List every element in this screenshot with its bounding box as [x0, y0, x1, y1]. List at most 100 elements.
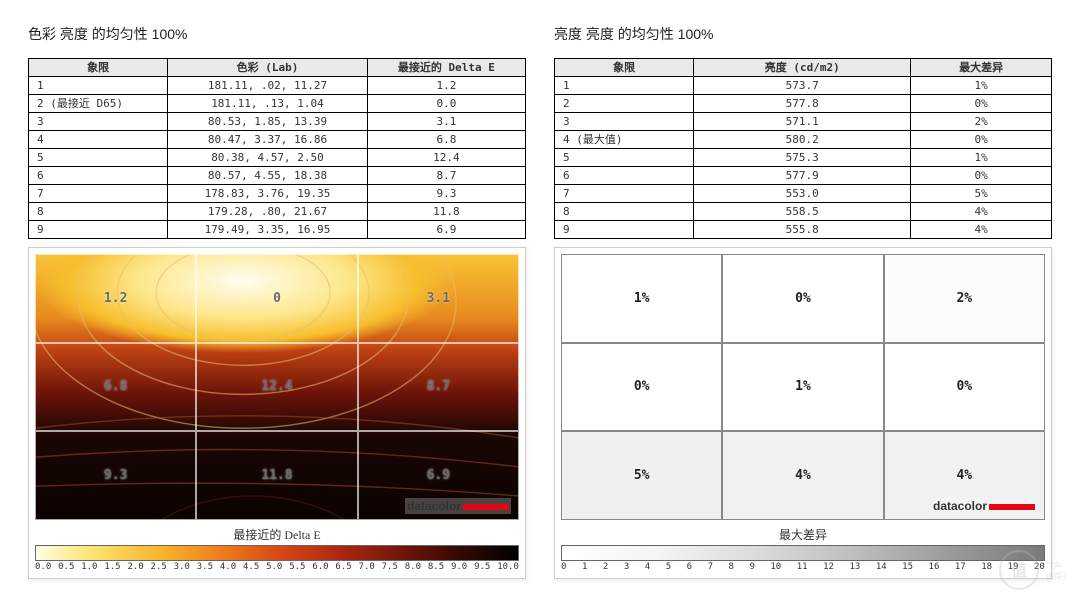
- legend-tick: 9: [749, 562, 754, 572]
- legend-tick: 16: [929, 562, 940, 572]
- table-cell: 1%: [911, 149, 1052, 167]
- legend-tick: 2: [603, 562, 608, 572]
- heatmap-value: 1%: [634, 291, 650, 306]
- legend-tick: 15: [902, 562, 913, 572]
- legend-tick: 18: [981, 562, 992, 572]
- table-cell: 80.53, 1.85, 13.39: [168, 113, 368, 131]
- table-cell: 80.38, 4.57, 2.50: [168, 149, 368, 167]
- col-maxdiff: 最大差异: [911, 59, 1052, 77]
- table-cell: 573.7: [694, 77, 911, 95]
- heatmap-value: 0: [273, 291, 281, 306]
- table-cell: 577.8: [694, 95, 911, 113]
- legend-tick: 5: [666, 562, 671, 572]
- table-row: 9555.84%: [555, 221, 1052, 239]
- heatmap-cell: 0: [196, 254, 357, 343]
- right-legend-ticks: 01234567891011121314151617181920: [561, 562, 1045, 572]
- legend-tick: 0.0: [35, 562, 51, 572]
- heatmap-value: 4%: [795, 468, 811, 483]
- right-title: 亮度 亮度 的均匀性 100%: [554, 24, 1052, 44]
- table-row: 7553.05%: [555, 185, 1052, 203]
- heatmap-cell: 8.7: [358, 343, 519, 432]
- table-row: 3571.12%: [555, 113, 1052, 131]
- heatmap-value: 12.4: [261, 379, 292, 394]
- heatmap-cell: 2%: [884, 254, 1045, 343]
- table-row: 1181.11, .02, 11.271.2: [29, 77, 526, 95]
- table-cell: 1.2: [367, 77, 525, 95]
- table-cell: 0%: [911, 95, 1052, 113]
- legend-tick: 1: [582, 562, 587, 572]
- brand-bar-icon: [463, 504, 509, 510]
- col-lab: 色彩 (Lab): [168, 59, 368, 77]
- legend-tick: 1.5: [104, 562, 120, 572]
- heatmap-cell: 6.8: [35, 343, 196, 432]
- legend-tick: 0.5: [58, 562, 74, 572]
- legend-tick: 0: [561, 562, 566, 572]
- heatmap-value: 6.8: [104, 379, 127, 394]
- table-row: 2577.80%: [555, 95, 1052, 113]
- table-cell: 9: [555, 221, 694, 239]
- heatmap-value: 0%: [634, 379, 650, 394]
- legend-tick: 6.5: [335, 562, 351, 572]
- heatmap-cell: 12.4: [196, 343, 357, 432]
- table-cell: 4: [29, 131, 168, 149]
- table-cell: 8: [555, 203, 694, 221]
- legend-tick: 7: [708, 562, 713, 572]
- table-row: 1573.71%: [555, 77, 1052, 95]
- brand-label: datacolor: [931, 498, 1037, 514]
- table-cell: 2: [555, 95, 694, 113]
- table-cell: 1: [555, 77, 694, 95]
- right-legend-title: 最大差异: [561, 526, 1045, 543]
- legend-tick: 5.0: [266, 562, 282, 572]
- table-cell: 4%: [911, 221, 1052, 239]
- legend-tick: 20: [1034, 562, 1045, 572]
- heatmap-cell: 5%: [561, 431, 722, 520]
- table-cell: 80.47, 3.37, 16.86: [168, 131, 368, 149]
- table-cell: 179.49, 3.35, 16.95: [168, 221, 368, 239]
- legend-tick: 4.5: [243, 562, 259, 572]
- legend-tick: 6: [687, 562, 692, 572]
- right-legend-gradient: [561, 545, 1045, 561]
- table-cell: 80.57, 4.55, 18.38: [168, 167, 368, 185]
- table-cell: 3: [555, 113, 694, 131]
- table-row: 7178.83, 3.76, 19.359.3: [29, 185, 526, 203]
- table-cell: 181.11, .13, 1.04: [168, 95, 368, 113]
- heatmap-value: 11.8: [261, 468, 292, 483]
- heatmap-cell: 0%: [884, 343, 1045, 432]
- heatmap-cell: 11.8: [196, 431, 357, 520]
- table-row: 6577.90%: [555, 167, 1052, 185]
- table-cell: 9: [29, 221, 168, 239]
- table-row: 9179.49, 3.35, 16.956.9: [29, 221, 526, 239]
- table-cell: 6.8: [367, 131, 525, 149]
- table-row: 4 (最大值)580.20%: [555, 131, 1052, 149]
- heatmap-value: 3.1: [427, 291, 450, 306]
- heatmap-value: 5%: [634, 468, 650, 483]
- heatmap-cell: 3.1: [358, 254, 519, 343]
- legend-tick: 2.0: [127, 562, 143, 572]
- heatmap-cell: 4%: [722, 431, 883, 520]
- table-cell: 4 (最大值): [555, 131, 694, 149]
- table-cell: 0%: [911, 167, 1052, 185]
- legend-tick: 3: [624, 562, 629, 572]
- heatmap-cell: 1%: [722, 343, 883, 432]
- color-uniformity-panel: 色彩 亮度 的均匀性 100% 象限 色彩 (Lab) 最接近的 Delta E…: [28, 24, 526, 579]
- col-deltae: 最接近的 Delta E: [367, 59, 525, 77]
- table-row: 6 80.57, 4.55, 18.388.7: [29, 167, 526, 185]
- heatmap-value: 8.7: [427, 379, 450, 394]
- legend-tick: 6.0: [312, 562, 328, 572]
- table-cell: 580.2: [694, 131, 911, 149]
- table-row: 3 80.53, 1.85, 13.393.1: [29, 113, 526, 131]
- legend-tick: 7.0: [359, 562, 375, 572]
- legend-tick: 10: [770, 562, 781, 572]
- heatmap-value: 6.9: [427, 468, 450, 483]
- legend-tick: 11: [797, 562, 808, 572]
- table-row: 4 80.47, 3.37, 16.866.8: [29, 131, 526, 149]
- heatmap-cell: 9.3: [35, 431, 196, 520]
- legend-tick: 1.0: [81, 562, 97, 572]
- table-cell: 5: [555, 149, 694, 167]
- legend-tick: 10.0: [497, 562, 519, 572]
- heatmap-value: 4%: [956, 468, 972, 483]
- table-cell: 9.3: [367, 185, 525, 203]
- table-cell: 8.7: [367, 167, 525, 185]
- legend-tick: 8: [729, 562, 734, 572]
- table-row: 8558.54%: [555, 203, 1052, 221]
